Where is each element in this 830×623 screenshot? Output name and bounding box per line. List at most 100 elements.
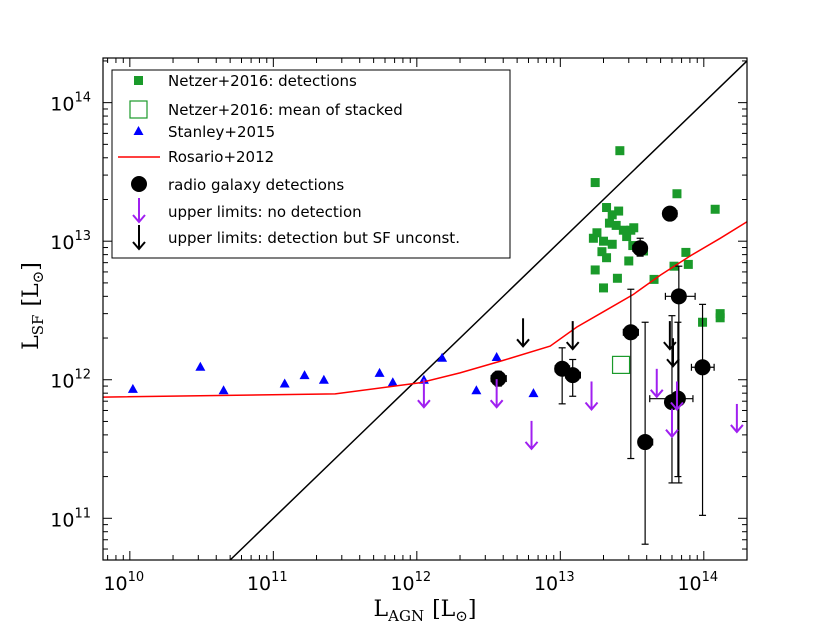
stanley-point	[374, 367, 385, 377]
y-tick-label: 1012	[50, 368, 91, 393]
netzer-detection-point	[681, 247, 691, 257]
one-to-one-line	[229, 60, 747, 560]
legend-label: upper limits: detection but SF unconst.	[168, 229, 460, 247]
radio-galaxy-marker	[661, 205, 678, 222]
netzer-detection-point	[604, 218, 614, 228]
radio-galaxy-point	[664, 265, 696, 484]
netzer-detection-point	[624, 256, 634, 266]
legend-marker-triangle	[133, 126, 144, 135]
netzer-detection-point	[611, 220, 621, 230]
stanley-point	[491, 351, 502, 361]
netzer-detection-point	[618, 225, 628, 235]
upper-limit-sf-unconst-arrow	[663, 321, 677, 351]
legend-entry-upper-no-detection: upper limits: no detection	[132, 198, 362, 224]
upper-limit-no-detection-arrow	[649, 368, 664, 399]
stanley-point	[437, 352, 448, 362]
netzer-detection-point	[602, 253, 612, 263]
x-axis-label: LAGN [L⊙]	[374, 597, 477, 623]
netzer-stacked-point	[611, 355, 631, 374]
upper-limit-no-detection-arrow	[665, 408, 679, 439]
stanley-point	[279, 378, 290, 388]
netzer-detection-point	[672, 189, 682, 199]
radio-galaxy-point	[632, 237, 649, 257]
legend-entry-stanley: Stanley+2015	[133, 123, 275, 141]
legend-label: Netzer+2016: mean of stacked	[168, 101, 403, 119]
legend-marker-black-arrow	[132, 225, 146, 251]
legend-label: Stanley+2015	[168, 123, 275, 141]
x-tick-label: 1014	[677, 570, 718, 595]
upper-limit-sf-unconst-arrow	[565, 321, 580, 351]
x-tick-label: 1012	[390, 570, 431, 595]
radio-galaxy-marker	[564, 367, 581, 384]
radio-galaxy-marker	[694, 359, 711, 376]
upper-limit-no-detection-arrow	[524, 420, 539, 451]
stanley-point	[218, 385, 229, 395]
y-tick-label: 1011	[50, 506, 91, 531]
radio-galaxy-point	[690, 303, 715, 516]
radio-galaxy-point	[564, 358, 581, 397]
radio-galaxy-point	[622, 288, 639, 460]
netzer-detection-point	[629, 223, 639, 233]
upper-limit-no-detection-arrow	[670, 381, 684, 412]
y-axis-label: LSF[L⊙]	[19, 262, 47, 350]
stanley-point	[387, 377, 398, 387]
upper-limit-sf-unconst-arrow	[666, 338, 680, 368]
radio-galaxy-point	[637, 321, 654, 545]
legend-label: radio galaxy detections	[168, 176, 344, 194]
netzer-detection-point	[612, 273, 622, 283]
y-tick-label: 1014	[50, 91, 91, 116]
radio-galaxy-marker	[632, 240, 649, 257]
stanley-point	[471, 385, 482, 395]
netzer-detection-point	[614, 206, 624, 216]
x-tick-label: 1013	[534, 570, 575, 595]
radio-galaxy-marker	[622, 324, 639, 341]
netzer-detection-point	[607, 210, 617, 220]
netzer-detection-point	[683, 259, 693, 269]
radio-galaxy-point	[490, 370, 507, 387]
netzer-detection-point	[715, 313, 725, 323]
radio-galaxy-marker	[490, 370, 507, 387]
x-tick-label: 1011	[247, 570, 288, 595]
netzer-detection-point	[602, 203, 612, 213]
x-tick-label: 1010	[103, 570, 144, 595]
stanley-point	[195, 361, 206, 371]
netzer-detection-point	[588, 233, 598, 243]
legend-marker-filled-square	[134, 76, 143, 85]
radio-galaxy-marker	[670, 288, 687, 305]
netzer-detection-point	[615, 146, 625, 156]
legend-label: Netzer+2016: detections	[168, 72, 357, 90]
radio-galaxy-point	[661, 205, 678, 222]
netzer-detection-point	[607, 239, 617, 249]
netzer-detection-point	[590, 265, 600, 275]
radio-galaxy-point	[649, 321, 694, 478]
legend-marker-purple-arrow	[132, 198, 146, 224]
legend-box	[111, 69, 511, 259]
upper-limit-no-detection-arrow	[417, 379, 431, 409]
netzer-detection-point	[622, 232, 632, 242]
netzer-detection-point	[710, 204, 720, 214]
legend-entry-netzer-stacked: Netzer+2016: mean of stacked	[129, 100, 403, 119]
legend-entry-upper-sf-unconst: upper limits: detection but SF unconst.	[132, 225, 460, 251]
legend: Netzer+2016: detections Netzer+2016: mea…	[111, 69, 511, 259]
stanley-point	[528, 388, 539, 398]
upper-limit-sf-unconst-arrow	[516, 318, 530, 348]
stanley-point	[127, 383, 138, 393]
netzer-detection-point	[590, 178, 600, 188]
y-tick-label: 1013	[50, 229, 91, 254]
legend-marker-open-square	[129, 100, 148, 119]
legend-marker-circle	[131, 176, 147, 192]
stanley-point	[299, 370, 310, 380]
rosario-curve	[103, 221, 747, 398]
netzer-detection-point	[599, 283, 609, 293]
upper-limit-no-detection-arrow	[489, 379, 504, 409]
netzer-detection-point	[592, 228, 602, 238]
legend-entry-radio-detections: radio galaxy detections	[131, 176, 344, 194]
netzer-detection-point	[597, 247, 607, 257]
plot-frame	[102, 57, 748, 561]
legend-label: upper limits: no detection	[168, 203, 362, 221]
legend-entry-netzer-detections: Netzer+2016: detections	[134, 72, 357, 90]
legend-entry-rosario: Rosario+2012	[118, 148, 274, 166]
upper-limit-no-detection-arrow	[584, 381, 599, 412]
upper-limit-no-detection-arrow	[730, 403, 744, 434]
